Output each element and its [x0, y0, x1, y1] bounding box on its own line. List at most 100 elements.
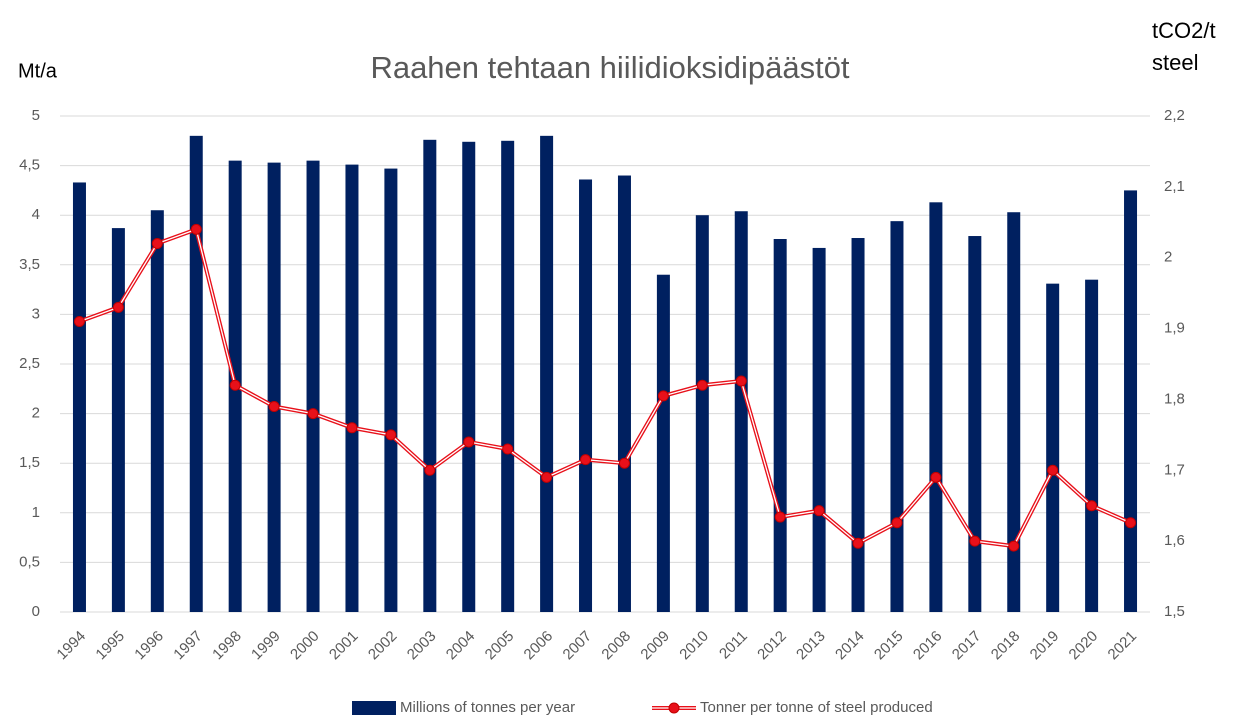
legend-swatch: [668, 702, 680, 714]
y-tick-label: 2: [32, 405, 40, 422]
marker: [1047, 464, 1059, 476]
marker: [73, 315, 85, 327]
legend-swatch: [352, 701, 396, 715]
bar: [1046, 283, 1060, 612]
marker: [930, 471, 942, 483]
x-tick-label: 2003: [404, 628, 440, 664]
x-tick-label: 2001: [326, 628, 362, 664]
y-axis-label: Mt/a: [18, 60, 58, 82]
marker: [891, 517, 903, 529]
x-tick-label: 2002: [365, 628, 401, 664]
y-tick-label: 1,5: [19, 454, 40, 471]
legend-label: Millions of tonnes per year: [400, 699, 575, 716]
marker: [1125, 517, 1137, 529]
x-tick-label: 2008: [598, 628, 634, 664]
bar: [189, 135, 203, 612]
bar: [890, 221, 904, 613]
x-tick-label: 2013: [793, 628, 829, 664]
marker: [735, 375, 747, 387]
y-tick-label: 4,5: [19, 157, 40, 174]
y2-tick-label: 1,7: [1164, 461, 1185, 478]
marker: [618, 457, 630, 469]
bar: [968, 236, 982, 613]
x-tick-label: 2005: [482, 628, 518, 664]
x-tick-label: 2004: [443, 628, 479, 664]
x-tick-label: 2017: [949, 628, 985, 664]
x-tick-label: 2020: [1066, 628, 1102, 664]
line-core: [79, 228, 1131, 547]
y2-tick-label: 1,8: [1164, 390, 1185, 407]
marker: [813, 505, 825, 517]
marker: [151, 238, 163, 250]
x-tick-label: 1999: [248, 628, 284, 664]
x-tick-label: 2021: [1105, 628, 1141, 664]
bar: [812, 247, 826, 612]
bar: [150, 210, 164, 613]
y-tick-label: 0,5: [19, 553, 40, 570]
marker: [463, 436, 475, 448]
y-tick-label: 3: [32, 305, 40, 322]
marker: [307, 408, 319, 420]
x-tick-label: 2014: [832, 628, 868, 664]
y2-tick-label: 1,6: [1164, 532, 1185, 549]
bar: [540, 135, 554, 612]
y2-axis-label: tCO2/t: [1152, 18, 1216, 43]
x-tick-label: 1996: [131, 628, 167, 664]
y2-tick-label: 2: [1164, 249, 1172, 266]
marker: [1008, 540, 1020, 552]
y2-tick-label: 2,2: [1164, 107, 1185, 124]
marker: [696, 379, 708, 391]
x-tick-label: 2009: [637, 628, 673, 664]
x-tick-label: 2012: [754, 628, 790, 664]
marker: [852, 537, 864, 549]
bar: [1085, 279, 1099, 612]
marker: [229, 379, 241, 391]
bar: [1007, 212, 1021, 612]
x-tick-label: 2006: [521, 628, 557, 664]
y-tick-label: 2,5: [19, 355, 40, 372]
y2-axis-label: steel: [1152, 50, 1198, 75]
marker: [268, 401, 280, 413]
y-tick-label: 1: [32, 504, 40, 521]
y-tick-label: 4: [32, 206, 40, 223]
bar: [423, 139, 437, 613]
x-tick-label: 1997: [170, 628, 206, 664]
x-tick-label: 2018: [988, 628, 1024, 664]
x-tick-label: 2007: [560, 628, 596, 664]
bar: [345, 164, 359, 612]
marker: [346, 422, 358, 434]
bar: [929, 202, 943, 612]
bar: [695, 215, 709, 612]
bar: [306, 160, 320, 612]
marker: [190, 223, 202, 235]
marker: [657, 390, 669, 402]
bar: [462, 141, 476, 613]
bar: [501, 140, 515, 613]
bar: [734, 211, 748, 612]
y-tick-label: 0: [32, 603, 40, 620]
y2-tick-label: 2,1: [1164, 178, 1185, 195]
y2-tick-label: 1,5: [1164, 603, 1185, 620]
x-tick-label: 2000: [287, 628, 323, 664]
marker: [541, 471, 553, 483]
y-tick-label: 5: [32, 107, 40, 124]
x-tick-label: 2015: [871, 628, 907, 664]
bar: [773, 239, 787, 612]
bar: [579, 179, 593, 612]
bar: [267, 162, 281, 612]
marker: [580, 454, 592, 466]
bar: [111, 228, 125, 612]
bar: [617, 175, 631, 612]
marker: [424, 464, 436, 476]
marker: [385, 429, 397, 441]
y-tick-label: 3,5: [19, 256, 40, 273]
x-tick-label: 2019: [1027, 628, 1063, 664]
marker: [774, 511, 786, 523]
bar: [72, 182, 86, 613]
bar: [384, 168, 398, 613]
x-tick-label: 2016: [910, 628, 946, 664]
marker: [1086, 500, 1098, 512]
bar: [656, 274, 670, 612]
marker: [112, 301, 124, 313]
